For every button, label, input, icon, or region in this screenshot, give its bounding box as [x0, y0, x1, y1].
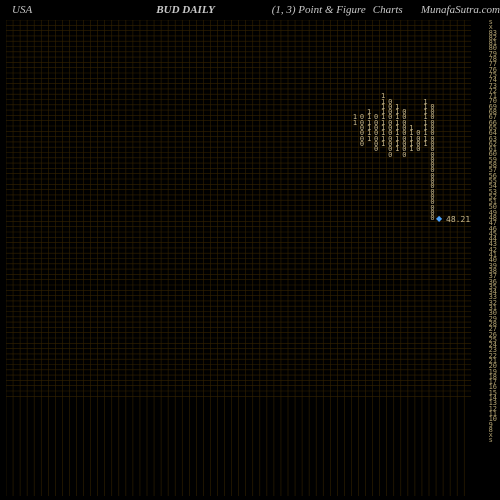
config-label: (1, 3) Point & Figure	[272, 4, 373, 20]
chart-container: USA BUD DAILY (1, 3) Point & Figure Char…	[0, 0, 500, 500]
source-label: MunafaSutra.com	[421, 4, 500, 20]
symbol-label: BUD DAILY	[156, 4, 271, 20]
price-marker-label: 48.21	[446, 215, 470, 224]
price-marker-icon: ◆	[436, 216, 442, 222]
grid-background	[6, 20, 471, 496]
y-axis: sx83828180797877767574737271706968676665…	[489, 20, 497, 444]
chart-type-label: Charts	[373, 4, 421, 20]
market-label: USA	[12, 4, 156, 20]
chart-header: USA BUD DAILY (1, 3) Point & Figure Char…	[0, 4, 500, 20]
